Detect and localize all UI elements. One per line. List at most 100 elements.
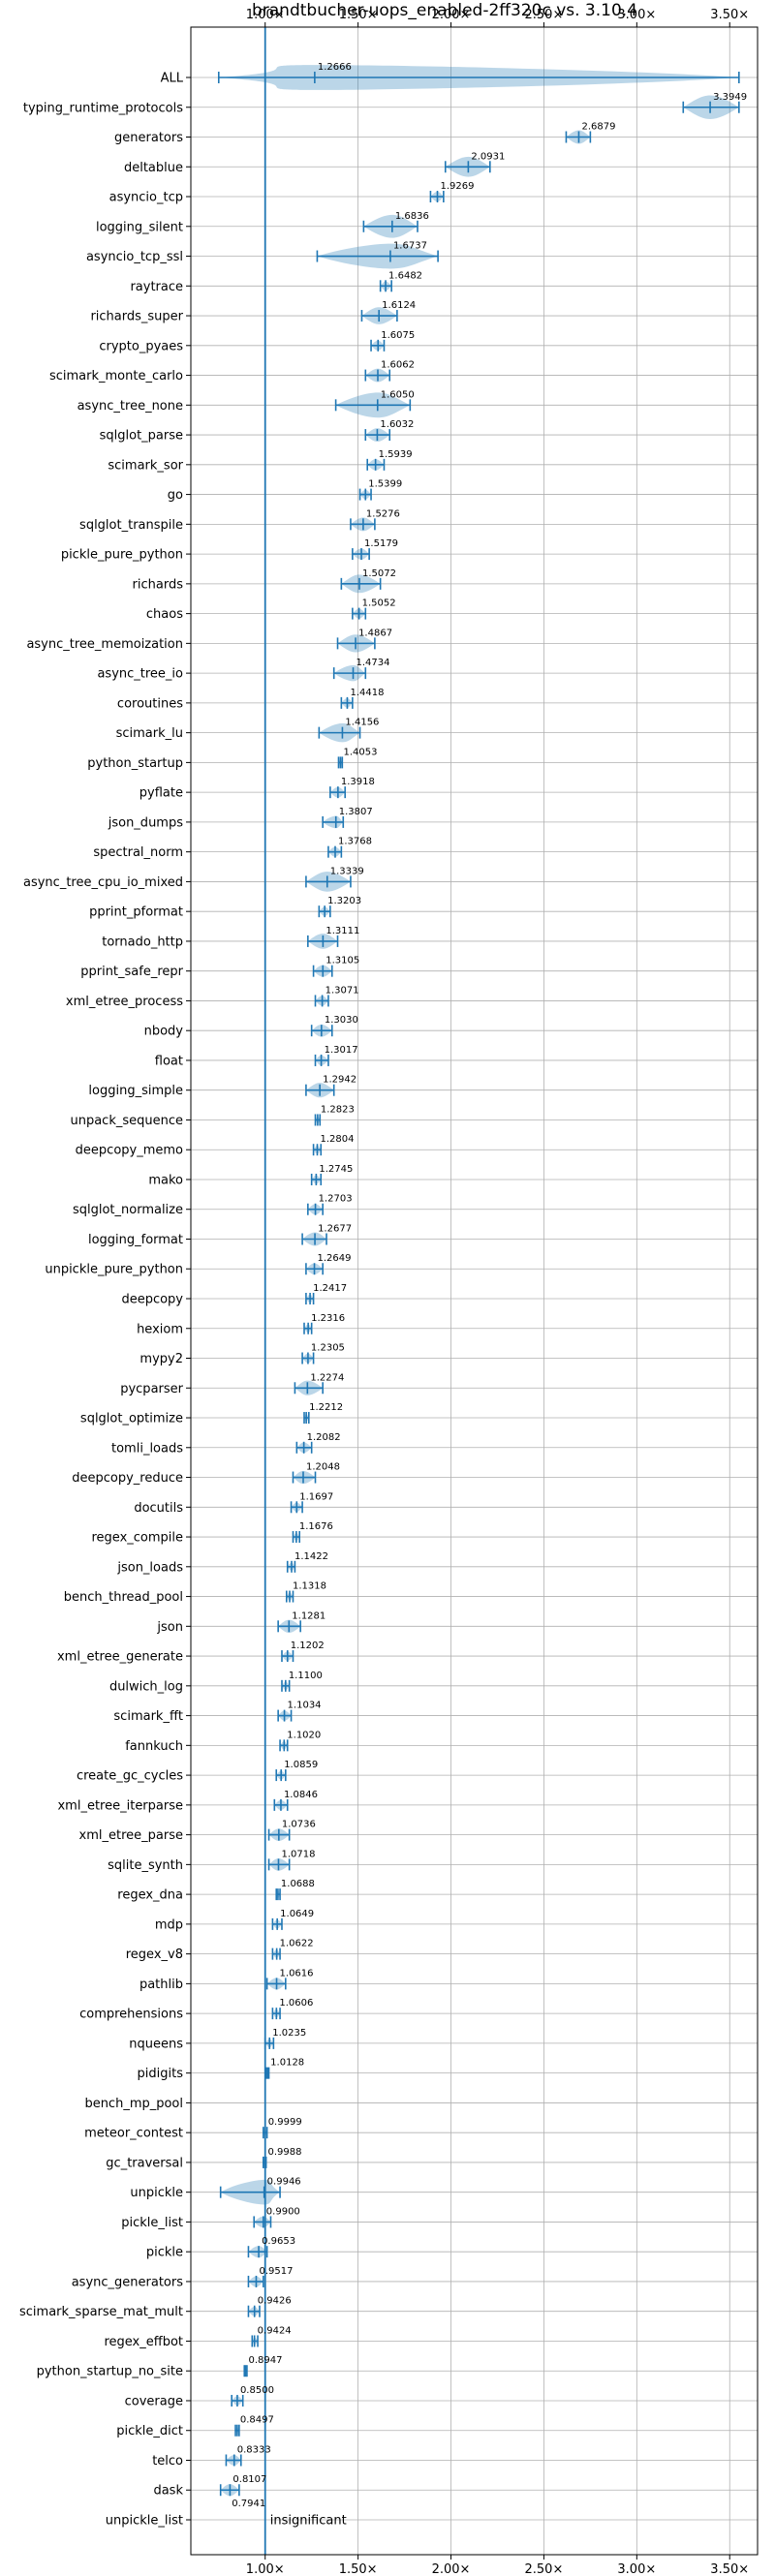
category-label: scimark_lu — [116, 726, 183, 741]
category-label: deepcopy_reduce — [72, 1471, 183, 1486]
value-label: 1.9269 — [441, 181, 475, 192]
category-label: python_startup — [87, 756, 183, 771]
grid-lines — [191, 27, 758, 2555]
category-label: sqlglot_transpile — [79, 518, 183, 533]
value-label: 1.3203 — [327, 896, 361, 906]
value-label: 0.9946 — [267, 2177, 301, 2188]
category-label: pickle_list — [121, 2216, 183, 2230]
x-tick-label-bottom: 1.50× — [339, 2562, 378, 2576]
value-label: 1.0128 — [270, 2058, 304, 2069]
category-label: crypto_pyaes — [99, 339, 183, 353]
category-label: scimark_fft — [113, 1709, 183, 1724]
value-label: 1.2745 — [319, 1164, 353, 1175]
category-label: async_tree_cpu_io_mixed — [23, 875, 183, 890]
value-label: 2.6879 — [581, 122, 615, 133]
category-label: scimark_sparse_mat_mult — [19, 2305, 183, 2319]
value-label: 1.6737 — [393, 241, 427, 252]
category-label: go — [168, 488, 183, 503]
value-label: 1.2942 — [323, 1075, 356, 1086]
category-label: async_tree_none — [78, 399, 183, 414]
category-label: raytrace — [130, 280, 183, 294]
value-label: 1.3105 — [326, 956, 359, 966]
x-tick-label-bottom: 2.50× — [525, 2562, 564, 2576]
value-label: 0.9999 — [268, 2117, 302, 2128]
category-label: typing_runtime_protocols — [23, 101, 183, 115]
value-label: 1.0736 — [282, 1820, 316, 1830]
insignificant-note: insignificant — [270, 2514, 347, 2529]
category-label: xml_etree_parse — [79, 1828, 183, 1843]
value-label: 1.3030 — [325, 1015, 358, 1026]
value-label: 3.3949 — [713, 92, 747, 103]
category-label: json_dumps — [108, 815, 183, 830]
category-label: coverage — [125, 2394, 183, 2408]
x-tick-label-bottom: 2.00× — [432, 2562, 471, 2576]
value-label: 1.5052 — [362, 598, 396, 609]
category-label: bench_mp_pool — [84, 2097, 183, 2111]
category-label: asyncio_tcp — [109, 191, 183, 205]
category-label: tornado_http — [102, 935, 183, 949]
value-label: 1.3807 — [339, 807, 373, 817]
category-label: tomli_loads — [111, 1441, 183, 1456]
category-label: comprehensions — [79, 2008, 183, 2022]
value-label: 0.9424 — [258, 2325, 292, 2336]
value-label: 1.2703 — [319, 1194, 353, 1205]
value-label: 1.1020 — [287, 1730, 321, 1740]
value-label: 1.1100 — [289, 1671, 323, 1681]
value-label: 1.3071 — [326, 985, 359, 996]
value-label: 1.0859 — [284, 1760, 318, 1770]
value-label: 1.1422 — [294, 1551, 328, 1562]
value-label: 0.9517 — [259, 2266, 293, 2277]
category-label: coroutines — [117, 696, 183, 711]
value-label: 1.1034 — [288, 1701, 322, 1711]
x-tick-label-top: 2.00× — [432, 8, 471, 22]
value-label: 1.4053 — [343, 747, 377, 757]
category-label: nbody — [144, 1025, 184, 1039]
category-label: python_startup_no_site — [37, 2365, 183, 2379]
category-label: deepcopy — [121, 1293, 183, 1307]
category-label: ALL — [161, 72, 184, 86]
x-tick-label-top: 2.50× — [525, 8, 564, 22]
value-label: 1.6124 — [382, 300, 416, 311]
value-label: 1.2666 — [318, 62, 352, 73]
category-label: richards — [133, 577, 184, 592]
category-label: unpickle_pure_python — [45, 1263, 183, 1277]
value-label: 1.0616 — [280, 1968, 314, 1978]
category-label: logging_silent — [96, 220, 183, 234]
value-label: 1.1202 — [291, 1641, 325, 1651]
value-label: 1.5276 — [366, 508, 400, 519]
value-label: 1.0649 — [280, 1909, 314, 1919]
category-label: async_generators — [72, 2275, 184, 2289]
category-label: telco — [152, 2454, 183, 2469]
value-label: 0.8333 — [237, 2444, 271, 2455]
value-label: 1.2316 — [311, 1313, 345, 1324]
x-tick-label-top: 3.00× — [617, 8, 656, 22]
category-label: docutils — [134, 1501, 183, 1516]
category-label: pyflate — [140, 786, 183, 801]
category-label: regex_effbot — [104, 2335, 183, 2349]
value-label: 1.0622 — [280, 1939, 314, 1949]
value-label: 1.2677 — [318, 1223, 352, 1234]
value-label: 1.2048 — [306, 1462, 340, 1473]
value-label: 1.5399 — [368, 479, 402, 490]
category-label: dask — [153, 2484, 183, 2499]
value-label: 1.5939 — [379, 449, 413, 460]
value-label: 1.1281 — [292, 1610, 326, 1621]
category-label: asyncio_tcp_ssl — [86, 250, 183, 264]
x-tick-label-top: 3.50× — [710, 8, 749, 22]
value-label: 1.2274 — [310, 1372, 344, 1383]
value-label: 1.1697 — [299, 1491, 333, 1502]
value-label: 1.4156 — [345, 718, 379, 728]
value-label: 1.2305 — [311, 1343, 345, 1354]
category-label: pprint_pformat — [89, 905, 183, 920]
x-ticks-top: 1.00× 1.50× 2.00× 2.50× 3.00× 3.50× — [246, 8, 749, 27]
category-label: json_loads — [116, 1560, 183, 1575]
category-label: gc_traversal — [106, 2156, 183, 2170]
violins — [218, 65, 739, 2497]
value-label: 1.4418 — [350, 688, 384, 698]
category-label: chaos — [146, 607, 183, 622]
category-label: async_tree_io — [97, 667, 183, 682]
category-label: bench_thread_pool — [64, 1590, 183, 1605]
category-labels: ALL typing_runtime_protocols generators del… — [19, 72, 191, 2529]
value-label: 1.3111 — [326, 926, 359, 936]
value-label: 0.9988 — [267, 2147, 301, 2158]
